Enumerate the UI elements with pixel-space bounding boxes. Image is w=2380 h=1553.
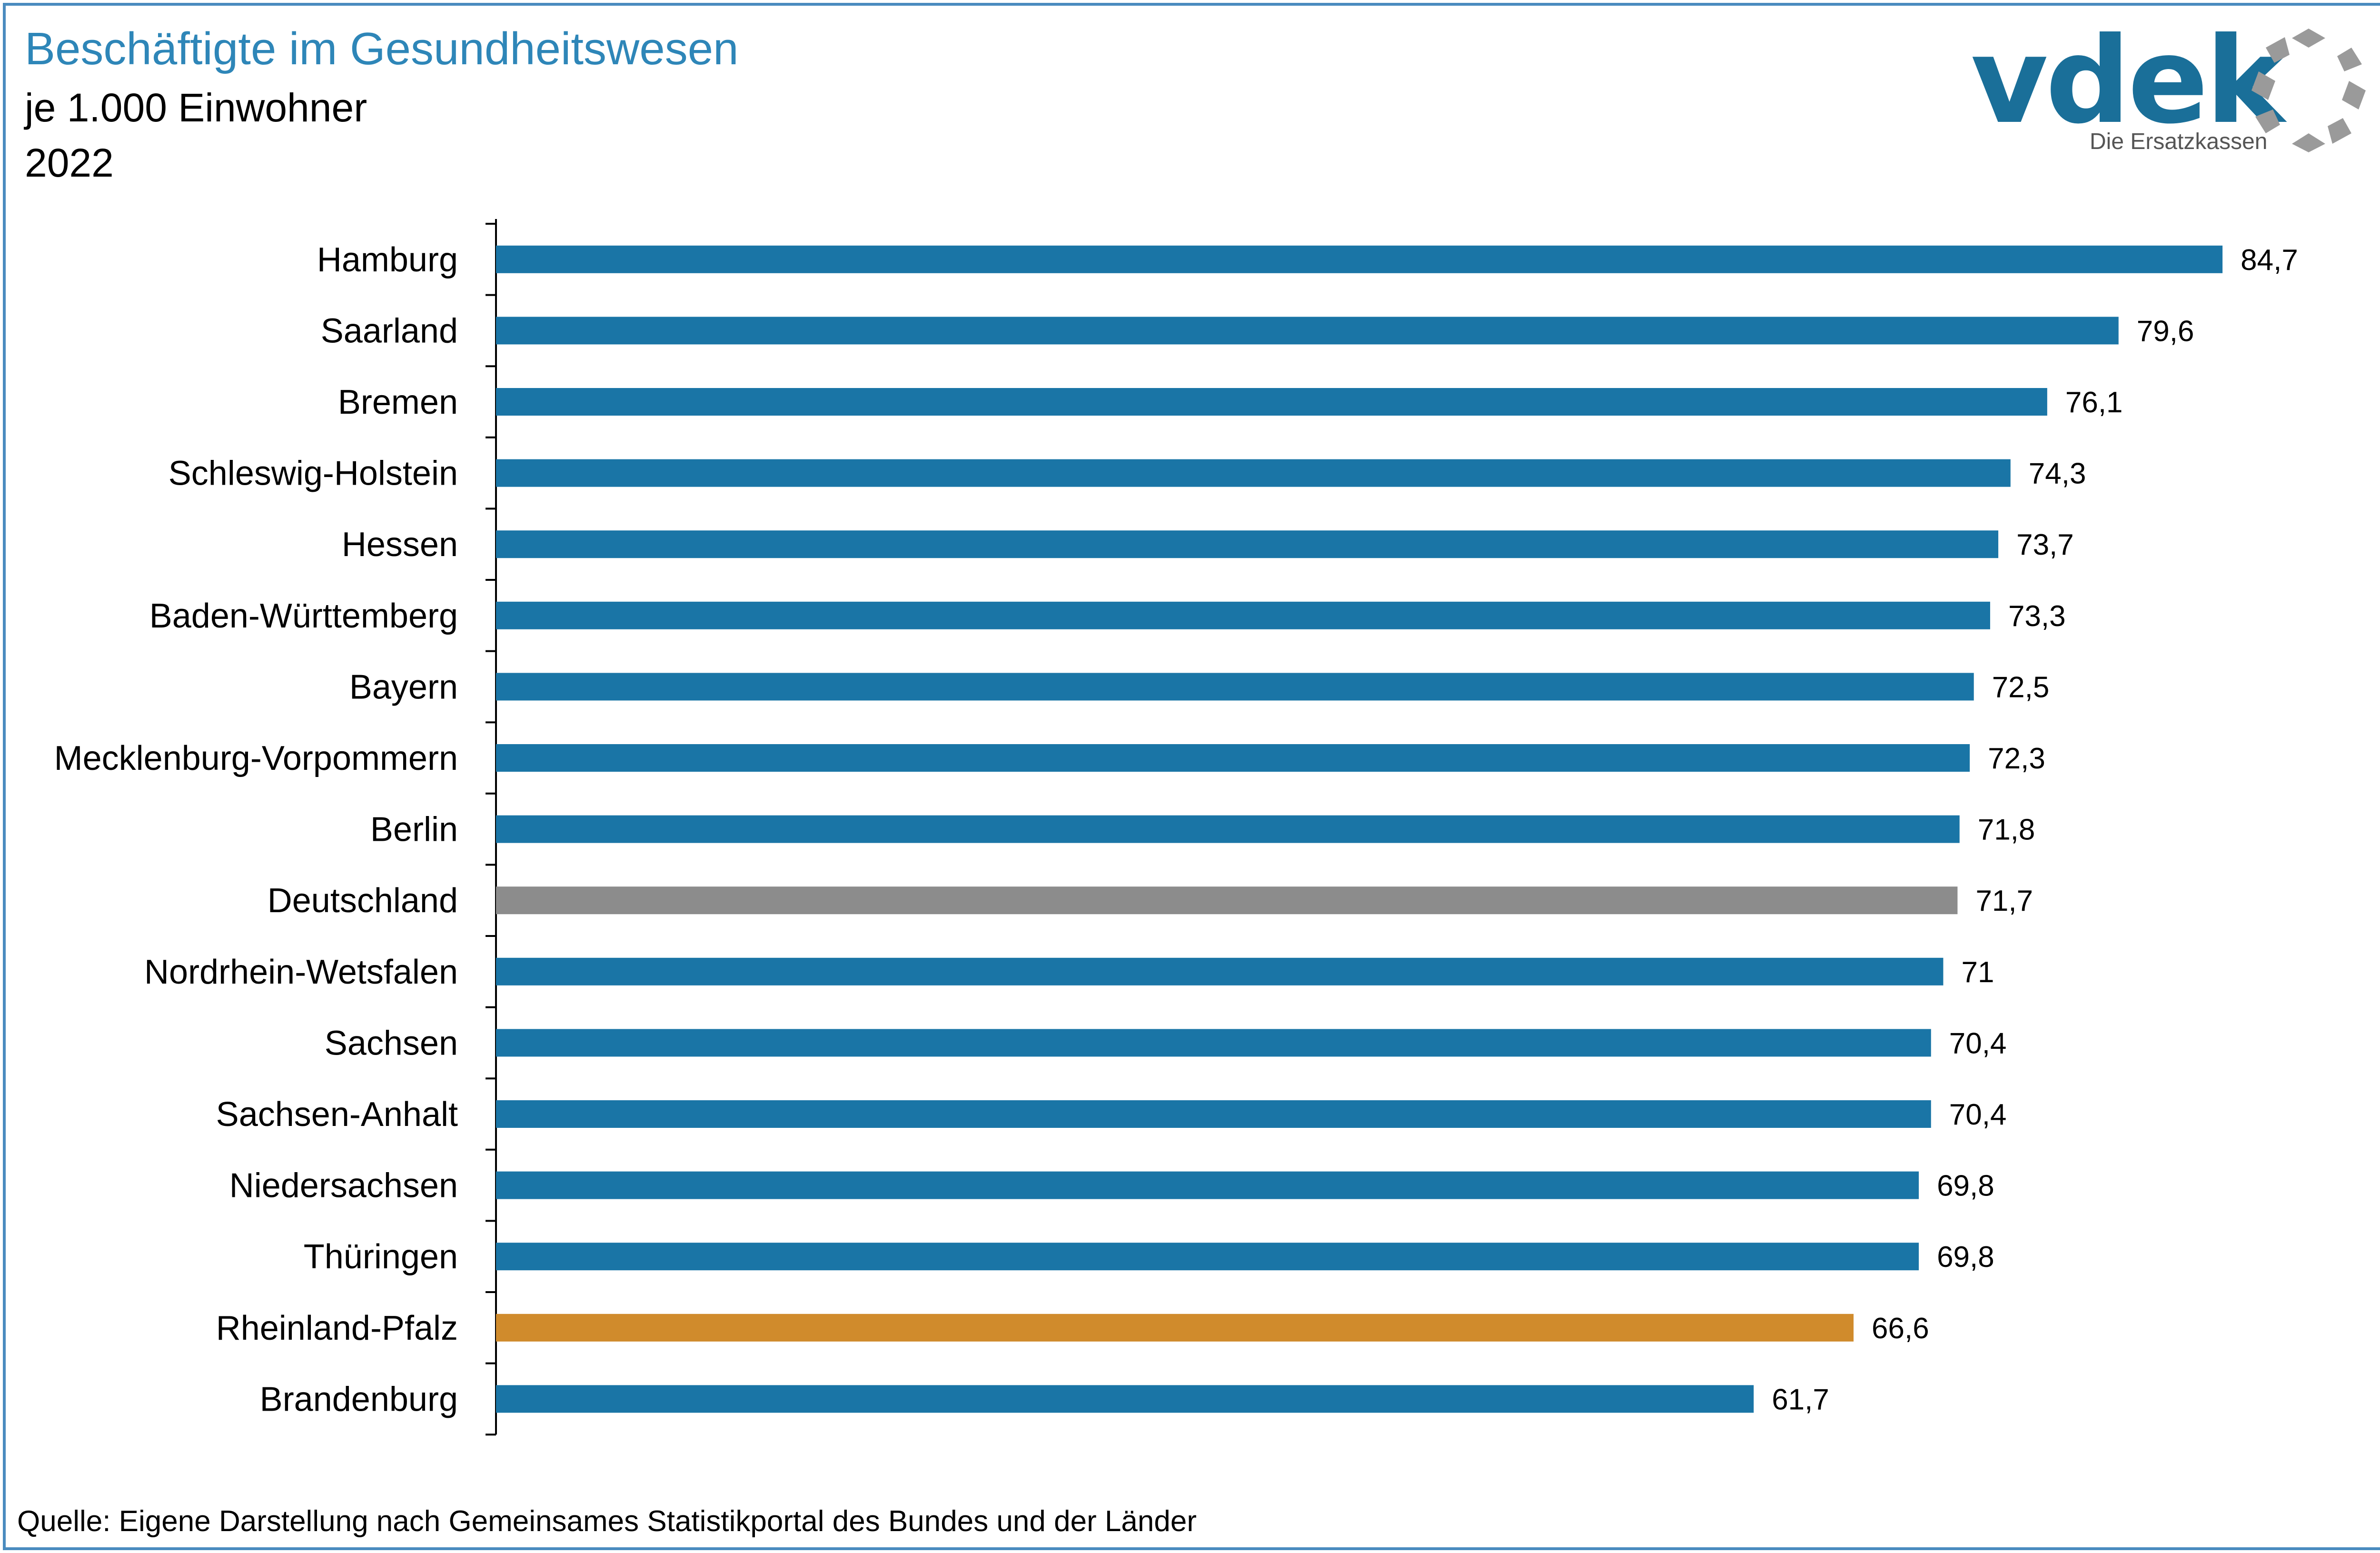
bar-bremen <box>496 388 2047 416</box>
value-label: 73,7 <box>2016 528 2074 561</box>
category-label: Bremen <box>338 383 458 421</box>
category-label: Schleswig-Holstein <box>169 455 458 493</box>
value-label: 71,7 <box>1975 885 2033 917</box>
value-label: 72,3 <box>1988 742 2045 775</box>
bar-brandenburg <box>496 1385 1754 1413</box>
value-label: 71,8 <box>1978 814 2035 846</box>
logo-ring-icon <box>2251 29 2366 152</box>
category-label: Niedersachsen <box>229 1167 458 1205</box>
bar-schleswig-holstein <box>496 459 2011 487</box>
bar-thüringen <box>496 1243 1919 1271</box>
category-label: Sachsen-Anhalt <box>216 1095 458 1134</box>
category-label: Berlin <box>370 811 458 849</box>
value-label: 73,3 <box>2008 600 2066 633</box>
chart-title: Beschäftigte im Gesundheitswesen <box>25 23 739 74</box>
bar-sachsen-anhalt <box>496 1100 1931 1128</box>
category-label: Brandenburg <box>260 1380 458 1418</box>
value-label: 72,5 <box>1992 671 2050 704</box>
vdek-logo: vdek Die Ersatzkassen <box>1971 19 2380 162</box>
chart-subtitle: je 1.000 Einwohner <box>25 85 367 130</box>
value-label: 79,6 <box>2137 315 2194 348</box>
bar-sachsen <box>496 1029 1931 1057</box>
logo-tagline: Die Ersatzkassen <box>2090 129 2268 154</box>
value-label: 66,6 <box>1872 1312 1929 1345</box>
value-label: 69,8 <box>1937 1241 1994 1274</box>
logo-wordmark: vdek <box>1971 11 2285 150</box>
value-label: 74,3 <box>2029 458 2086 490</box>
category-label: Sachsen <box>325 1024 458 1062</box>
value-label: 61,7 <box>1772 1383 1829 1416</box>
bar-saarland <box>496 317 2119 345</box>
category-label: Deutschland <box>268 882 458 920</box>
value-label: 69,8 <box>1937 1170 1994 1203</box>
bar-nordrhein-wetsfalen <box>496 957 1944 986</box>
category-label: Thüringen <box>304 1238 458 1276</box>
source-note: Quelle: Eigene Darstellung nach Gemeinsa… <box>17 1505 1197 1538</box>
category-label: Baden-Württemberg <box>149 597 458 635</box>
category-label: Nordrhein-Wetsfalen <box>144 953 458 991</box>
category-label: Mecklenburg-Vorpommern <box>54 739 458 777</box>
bar-rheinland-pfalz <box>496 1314 1854 1342</box>
bar-hessen <box>496 530 1999 558</box>
value-label: 70,4 <box>1949 1098 2007 1131</box>
bar-berlin <box>496 815 1960 843</box>
bar-niedersachsen <box>496 1171 1919 1199</box>
bar-baden-württemberg <box>496 601 1990 629</box>
bar-mecklenburg-vorpommern <box>496 744 1970 772</box>
bar-hamburg <box>496 245 2223 273</box>
bar-deutschland <box>496 886 1958 915</box>
category-label: Rheinland-Pfalz <box>216 1309 458 1347</box>
value-label: 76,1 <box>2065 386 2123 419</box>
category-label: Bayern <box>349 668 458 706</box>
bar-bayern <box>496 673 1974 701</box>
chart-year: 2022 <box>25 140 114 185</box>
category-label: Saarland <box>321 312 458 350</box>
category-label: Hessen <box>342 526 458 564</box>
value-label: 70,4 <box>1949 1027 2007 1060</box>
value-label: 71 <box>1961 956 1994 989</box>
value-label: 84,7 <box>2241 244 2298 277</box>
category-label: Hamburg <box>317 241 458 279</box>
